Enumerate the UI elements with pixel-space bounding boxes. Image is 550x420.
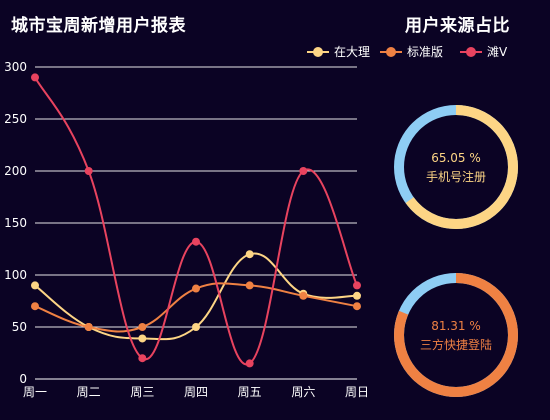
data-point-2 (245, 359, 254, 368)
side-title: 用户来源占比 (405, 16, 510, 36)
y-tick-label: 0 (19, 372, 27, 386)
legend-label-2[interactable]: 滩V (487, 45, 508, 59)
data-point-1 (245, 281, 254, 290)
donut-percent-quick-login: 81.31 % (431, 319, 481, 333)
donut-label-quick-login: 81.31 % 三方快捷登陆 (396, 317, 516, 355)
series-line-2 (34, 76, 358, 366)
donut-name-phone: 手机号注册 (425, 170, 486, 184)
donut-slice-0 (394, 105, 518, 229)
x-tick-label: 周一 (23, 385, 47, 399)
donut-name-quick-login: 三方快捷登陆 (419, 338, 492, 352)
legend-label-0[interactable]: 在大理 (334, 45, 370, 59)
data-point-2 (192, 237, 200, 246)
data-point-2 (353, 281, 361, 290)
data-point-2 (31, 73, 39, 82)
y-tick-label: 200 (4, 164, 27, 178)
y-tick-label: 150 (4, 216, 27, 230)
data-point-1 (353, 302, 361, 311)
x-tick-label: 周三 (130, 385, 154, 399)
data-point-1 (138, 323, 147, 331)
data-point-1 (299, 291, 308, 300)
data-point-1 (31, 302, 39, 311)
legend-marker-2 (466, 47, 476, 57)
chart-title: 城市宝周新增用户报表 (11, 16, 186, 36)
donut-percent-phone: 65.05 % (431, 151, 481, 165)
legend-label-1[interactable]: 标准版 (407, 45, 443, 59)
y-tick-label: 250 (4, 112, 27, 126)
data-point-1 (84, 323, 93, 331)
x-tick-label: 周二 (77, 385, 101, 399)
legend-marker-0 (313, 47, 323, 57)
donut-label-phone: 65.05 % 手机号注册 (396, 149, 516, 187)
data-point-0 (138, 334, 147, 343)
x-tick-label: 周五 (238, 385, 262, 399)
data-point-2 (138, 354, 147, 363)
data-point-2 (299, 167, 308, 175)
y-tick-label: 300 (4, 60, 27, 74)
data-point-0 (31, 281, 39, 290)
x-tick-label: 周日 (345, 385, 369, 399)
legend-marker-1 (386, 47, 396, 57)
y-tick-label: 50 (12, 320, 27, 334)
x-tick-label: 周六 (291, 385, 315, 399)
data-point-0 (192, 323, 200, 331)
data-point-0 (245, 250, 254, 259)
donut-slice-1 (394, 273, 518, 397)
data-point-2 (84, 167, 93, 175)
data-point-0 (353, 291, 361, 300)
data-point-1 (192, 284, 200, 293)
x-tick-label: 周四 (184, 385, 208, 399)
y-tick-label: 100 (4, 268, 27, 282)
